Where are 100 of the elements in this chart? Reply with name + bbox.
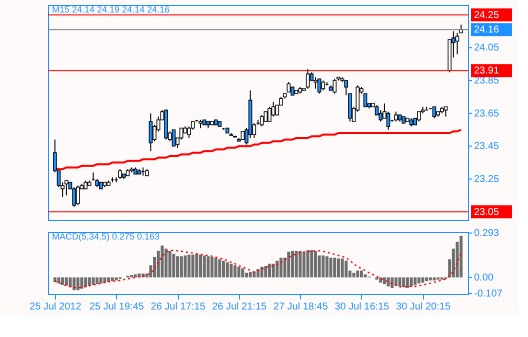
x-tick-label: 26 Jul 21:15 <box>212 302 268 312</box>
y-tick-label: 24.05 <box>474 42 500 54</box>
bar <box>168 250 172 278</box>
bar <box>172 254 176 278</box>
x-tick-label: 26 Jul 17:15 <box>150 302 206 312</box>
bar <box>210 256 214 278</box>
bar <box>360 270 363 278</box>
bar <box>222 260 226 278</box>
candlestick <box>268 106 272 122</box>
candlestick <box>317 78 322 94</box>
candlestick <box>306 68 310 90</box>
bar <box>195 254 198 278</box>
bar <box>322 255 325 278</box>
ref-line-label: 23.05 <box>474 206 500 218</box>
candlestick <box>394 111 398 122</box>
bar <box>417 277 420 284</box>
bar <box>398 277 402 286</box>
chart-title: M15 24.14 24.19 24.14 24.16 <box>52 4 170 14</box>
bar <box>234 265 237 278</box>
y-tick-label: 0.293 <box>474 228 500 240</box>
candlestick <box>286 82 291 92</box>
candlestick <box>64 180 68 196</box>
bar <box>199 254 202 278</box>
x-tick-label: 25 Jul 19:45 <box>89 302 144 312</box>
bar <box>402 277 406 288</box>
bar <box>230 264 233 278</box>
bar <box>325 256 328 278</box>
bar <box>134 274 137 278</box>
y-tick-label: 23.25 <box>474 174 500 185</box>
bar <box>248 272 252 278</box>
bar <box>428 277 432 280</box>
bar <box>241 268 244 278</box>
candlestick <box>444 106 448 118</box>
ref-line-label: 24.25 <box>474 10 500 21</box>
y-tick-label: -0.107 <box>474 288 503 300</box>
bar <box>382 277 386 284</box>
bar <box>421 277 424 283</box>
ref-line-label: 24.16 <box>474 24 500 36</box>
bar <box>245 272 248 278</box>
bar <box>386 277 390 286</box>
y-tick-label: 23.65 <box>474 108 500 120</box>
bar <box>202 255 206 278</box>
bar <box>406 277 409 288</box>
bar <box>92 277 95 285</box>
bar <box>68 277 72 288</box>
bar <box>184 255 187 278</box>
bar <box>356 270 360 278</box>
bar <box>237 266 240 278</box>
bar <box>226 262 229 278</box>
candlestick <box>260 114 264 127</box>
bar <box>191 254 194 278</box>
y-tick-label: 23.45 <box>474 141 500 152</box>
candlestick <box>118 168 122 180</box>
y-tick-label: 0.00 <box>474 272 494 284</box>
bar <box>218 259 222 278</box>
bar <box>84 277 88 288</box>
bar <box>298 250 302 278</box>
bar <box>80 277 84 289</box>
bar <box>260 266 264 278</box>
bar <box>414 277 417 285</box>
candlestick <box>378 110 383 122</box>
bar <box>329 258 332 278</box>
candlestick <box>314 76 318 90</box>
bar <box>176 256 180 278</box>
x-tick-label: 25 Jul 2012 <box>30 302 82 312</box>
candlestick <box>432 106 436 119</box>
candlestick <box>172 129 176 147</box>
candlestick <box>321 80 326 91</box>
bar <box>344 260 348 278</box>
candlestick <box>148 112 153 152</box>
bar <box>279 258 282 278</box>
candlestick <box>455 32 460 55</box>
candlestick <box>386 111 390 130</box>
bar <box>264 266 268 278</box>
chart-title: MACD(5,34,5) 0.275 0.163 <box>52 232 160 242</box>
bar <box>460 236 463 278</box>
bar <box>114 277 118 280</box>
x-tick-label: 27 Jul 18:45 <box>273 302 328 312</box>
bar <box>364 274 367 278</box>
bar <box>272 264 275 278</box>
bar <box>290 250 294 278</box>
bar <box>306 250 310 278</box>
bar <box>88 277 91 286</box>
bar <box>276 260 279 278</box>
bar <box>164 248 168 278</box>
bar <box>410 277 413 286</box>
candlestick <box>417 111 421 122</box>
bar <box>96 277 99 284</box>
bar <box>72 277 76 290</box>
bar <box>206 256 210 278</box>
bar <box>432 277 436 280</box>
bar <box>57 277 60 284</box>
bar <box>302 252 306 278</box>
bar <box>99 277 102 284</box>
x-tick-label: 30 Jul 20:15 <box>396 302 451 312</box>
bar <box>318 255 321 278</box>
bar <box>352 272 356 278</box>
bar <box>287 252 290 278</box>
bar <box>425 277 428 282</box>
bar <box>336 258 340 278</box>
